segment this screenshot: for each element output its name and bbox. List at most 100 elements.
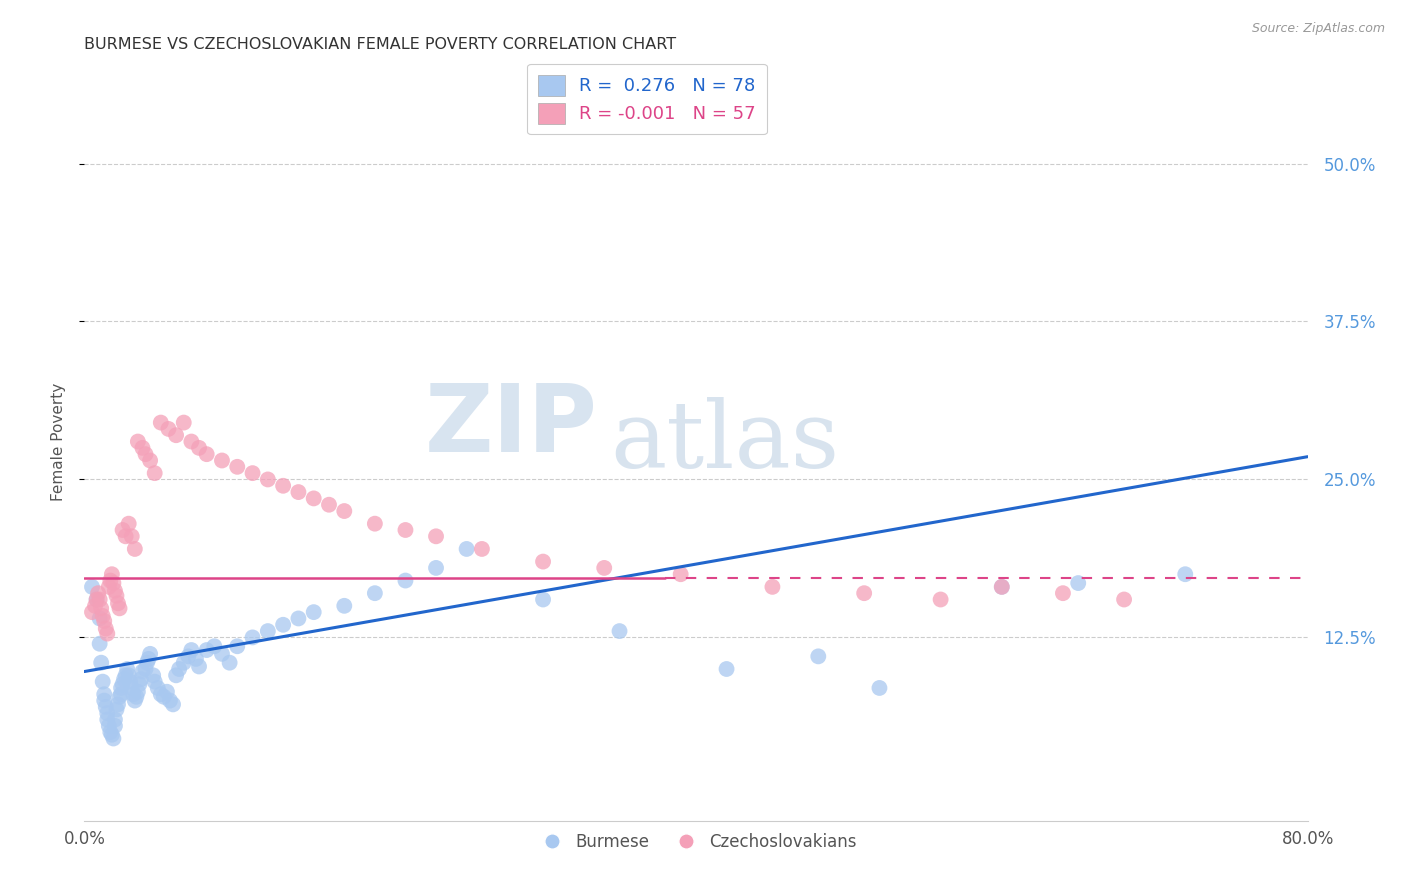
Point bbox=[156, 685, 179, 699]
Point bbox=[394, 574, 416, 588]
Point bbox=[195, 643, 218, 657]
Point bbox=[122, 687, 145, 701]
Point bbox=[105, 702, 128, 716]
Point bbox=[218, 656, 240, 670]
Point bbox=[124, 693, 146, 707]
Point bbox=[202, 639, 225, 653]
Point bbox=[531, 592, 554, 607]
Point bbox=[93, 614, 115, 628]
Point bbox=[271, 617, 294, 632]
Point bbox=[91, 609, 114, 624]
Point bbox=[471, 541, 494, 556]
Point bbox=[135, 447, 157, 461]
Point bbox=[242, 466, 264, 480]
Point bbox=[93, 687, 115, 701]
Point bbox=[1067, 576, 1090, 591]
Point bbox=[162, 698, 184, 712]
Point bbox=[531, 555, 554, 569]
Point bbox=[89, 611, 111, 625]
Point bbox=[86, 592, 108, 607]
Point bbox=[107, 698, 129, 712]
Point bbox=[121, 529, 143, 543]
Point bbox=[94, 622, 117, 636]
Point bbox=[98, 574, 121, 588]
Point bbox=[121, 681, 143, 695]
Point bbox=[118, 516, 141, 531]
Text: BURMESE VS CZECHOSLOVAKIAN FEMALE POVERTY CORRELATION CHART: BURMESE VS CZECHOSLOVAKIAN FEMALE POVERT… bbox=[84, 37, 676, 52]
Point bbox=[104, 713, 127, 727]
Point bbox=[143, 466, 166, 480]
Point bbox=[287, 611, 309, 625]
Point bbox=[180, 643, 202, 657]
Point bbox=[112, 672, 135, 686]
Point bbox=[188, 659, 211, 673]
Point bbox=[1052, 586, 1074, 600]
Point bbox=[110, 687, 132, 701]
Point bbox=[177, 649, 200, 664]
Text: atlas: atlas bbox=[610, 397, 839, 486]
Point bbox=[108, 690, 131, 704]
Point bbox=[425, 561, 447, 575]
Point bbox=[302, 491, 325, 506]
Point bbox=[105, 589, 128, 603]
Point bbox=[115, 662, 138, 676]
Point bbox=[96, 706, 118, 721]
Point bbox=[318, 498, 340, 512]
Point bbox=[89, 592, 111, 607]
Point bbox=[425, 529, 447, 543]
Point bbox=[184, 652, 207, 666]
Text: Source: ZipAtlas.com: Source: ZipAtlas.com bbox=[1251, 22, 1385, 36]
Point bbox=[86, 592, 108, 607]
Text: ZIP: ZIP bbox=[425, 380, 598, 473]
Point bbox=[135, 662, 157, 676]
Point bbox=[103, 576, 125, 591]
Point bbox=[89, 637, 111, 651]
Point bbox=[91, 674, 114, 689]
Point bbox=[104, 719, 127, 733]
Point bbox=[157, 422, 180, 436]
Legend: Burmese, Czechoslovakians: Burmese, Czechoslovakians bbox=[529, 827, 863, 858]
Point bbox=[114, 529, 136, 543]
Point bbox=[118, 668, 141, 682]
Point bbox=[165, 668, 187, 682]
Point bbox=[94, 699, 117, 714]
Point bbox=[93, 693, 115, 707]
Point bbox=[104, 583, 127, 598]
Point bbox=[120, 674, 142, 689]
Point bbox=[153, 690, 176, 704]
Point bbox=[226, 459, 249, 474]
Point bbox=[136, 656, 159, 670]
Point bbox=[593, 561, 616, 575]
Point bbox=[131, 665, 153, 679]
Point bbox=[97, 719, 120, 733]
Point bbox=[173, 416, 195, 430]
Point bbox=[127, 434, 149, 449]
Point bbox=[456, 541, 478, 556]
Point bbox=[80, 580, 103, 594]
Point bbox=[128, 677, 150, 691]
Point bbox=[333, 599, 356, 613]
Point bbox=[101, 567, 124, 582]
Point bbox=[96, 713, 118, 727]
Point bbox=[364, 516, 387, 531]
Point bbox=[87, 586, 110, 600]
Point bbox=[991, 580, 1014, 594]
Point bbox=[271, 479, 294, 493]
Point bbox=[101, 728, 124, 742]
Point bbox=[333, 504, 356, 518]
Point bbox=[146, 681, 169, 695]
Point bbox=[80, 605, 103, 619]
Point bbox=[131, 441, 153, 455]
Point bbox=[211, 453, 233, 467]
Point bbox=[111, 677, 134, 691]
Point bbox=[1114, 592, 1136, 607]
Point bbox=[180, 434, 202, 449]
Point bbox=[111, 523, 134, 537]
Point bbox=[257, 624, 280, 639]
Point bbox=[96, 626, 118, 640]
Point bbox=[257, 473, 280, 487]
Point bbox=[90, 601, 112, 615]
Point bbox=[149, 416, 172, 430]
Point bbox=[167, 662, 190, 676]
Point bbox=[716, 662, 738, 676]
